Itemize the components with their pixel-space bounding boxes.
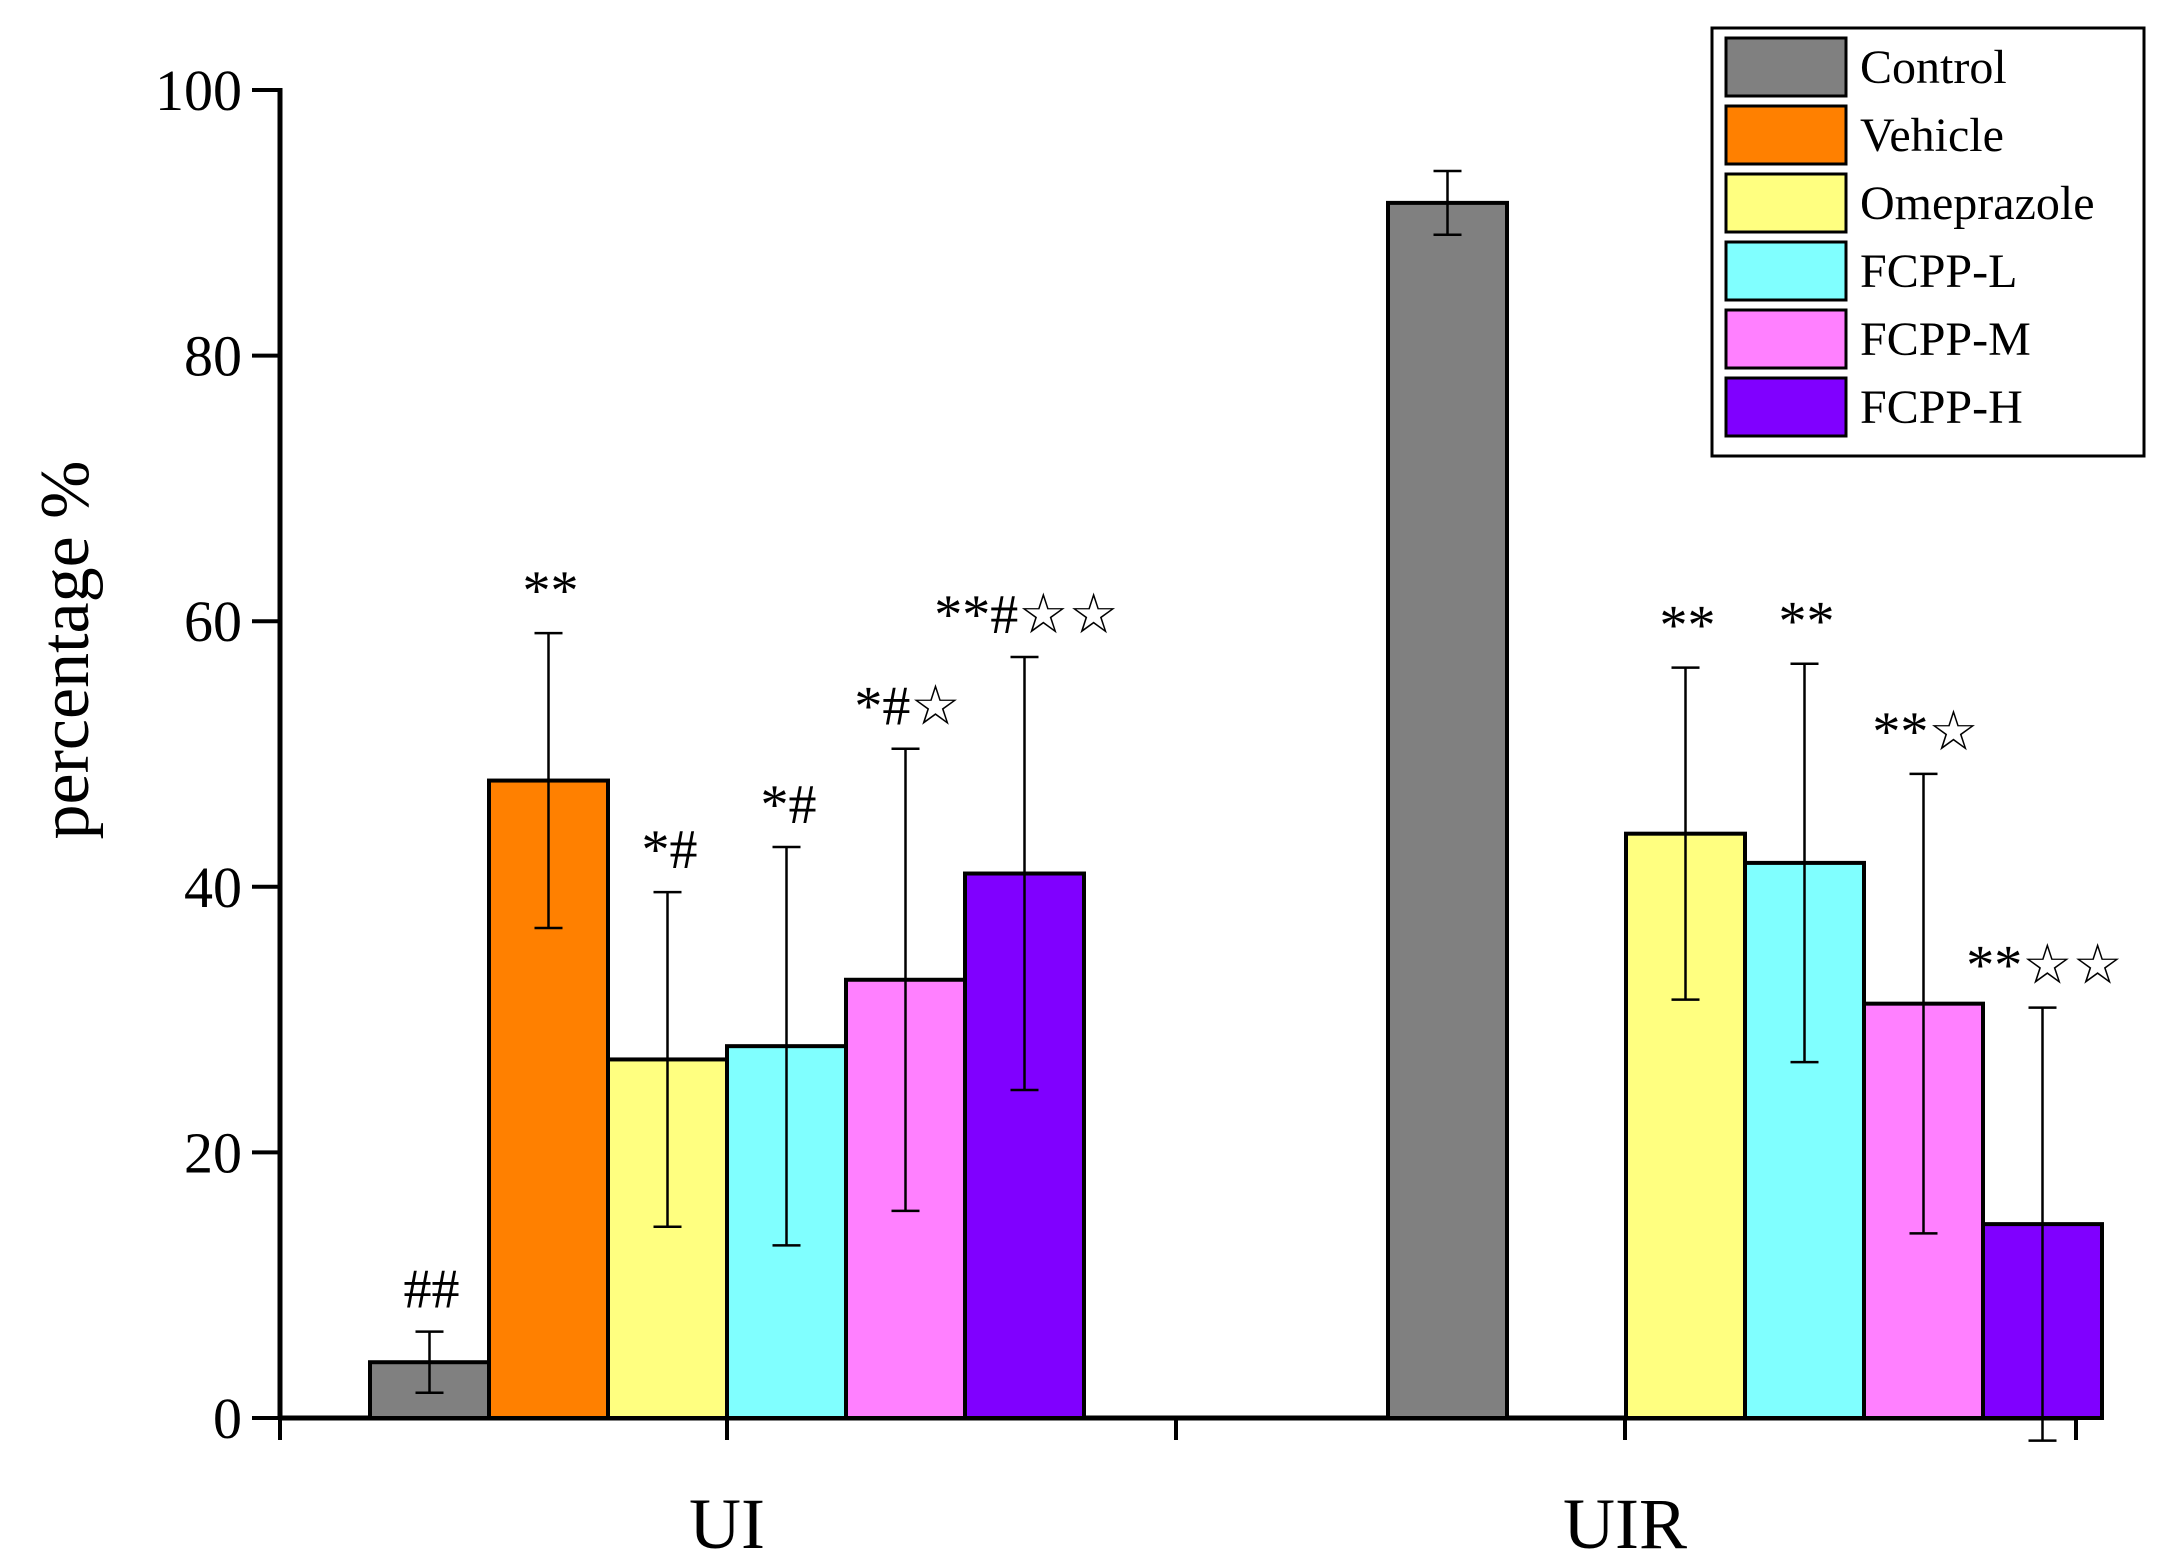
y-tick-label: 100 [155, 58, 242, 123]
legend-swatch [1724, 104, 1848, 166]
legend-label: FCPP-M [1860, 313, 2031, 366]
legend-swatch [1724, 376, 1848, 438]
significance-label: **☆☆ [1966, 935, 2122, 997]
significance-label: *#☆ [854, 676, 960, 738]
legend-label: FCPP-H [1860, 381, 2023, 434]
x-category-label: UI [689, 1484, 765, 1561]
significance-label: **☆ [1872, 701, 1978, 763]
legend-swatch [1724, 240, 1848, 302]
axes: 0 20 40 60 80 100 percentage % UI UIR [27, 58, 2078, 1561]
legend-label: Vehicle [1860, 109, 2004, 162]
y-tick-label: 80 [184, 324, 242, 389]
significance-label: ## [404, 1259, 460, 1321]
y-tick-label: 40 [184, 855, 242, 920]
y-tick-label: 60 [184, 589, 242, 654]
legend-label: Control [1860, 41, 2007, 94]
legend-swatch [1724, 172, 1848, 234]
significance-label: *# [642, 819, 698, 881]
significance-label: ** [1779, 591, 1835, 653]
legend-label: FCPP-L [1860, 245, 2017, 298]
significance-labels: ## ** *# ** *# ** *#☆ **☆ **#☆☆ **☆☆ [404, 560, 2123, 1321]
y-axis-label: percentage % [27, 461, 104, 840]
significance-label: **#☆☆ [934, 584, 1118, 646]
significance-label: *# [761, 774, 817, 836]
bars [368, 200, 2104, 1421]
legend-label: Omeprazole [1860, 177, 2095, 230]
error-bars [415, 169, 2057, 1442]
legend-swatch [1724, 36, 1848, 98]
significance-label: ** [1660, 595, 1716, 657]
x-category-label: UIR [1563, 1484, 1687, 1561]
significance-label: ** [523, 560, 579, 622]
bar [1386, 200, 1509, 1420]
legend-swatch [1724, 308, 1848, 370]
legend: Control Vehicle Omeprazole FCPP-L FCPP-M FCPP… [1710, 26, 2146, 458]
y-tick-label: 0 [213, 1386, 242, 1451]
y-tick-label: 20 [184, 1120, 242, 1185]
